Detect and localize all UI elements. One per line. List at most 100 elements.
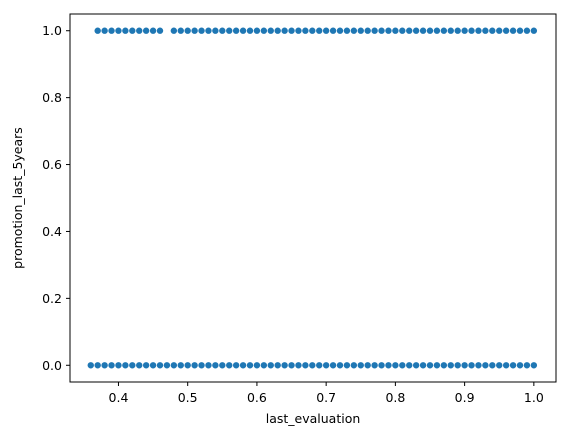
- scatter-point: [461, 27, 468, 34]
- scatter-point: [288, 362, 295, 369]
- scatter-point: [516, 362, 524, 369]
- scatter-point: [246, 27, 254, 34]
- scatter-point: [509, 27, 517, 34]
- scatter-point: [322, 27, 330, 34]
- x-tick-label: 0.4: [109, 390, 129, 405]
- scatter-point: [316, 362, 323, 369]
- scatter-point: [191, 27, 198, 34]
- y-tick-label: 0.0: [42, 358, 62, 373]
- scatter-point: [156, 362, 164, 369]
- axes-layer: 0.4 0.5 0.6 0.7 0.8 0.9 1.0 0.0 0.2 0.4 0.6 0.8 1.0: [42, 13, 557, 405]
- scatter-point: [454, 362, 461, 369]
- scatter-point: [108, 362, 115, 369]
- scatter-point: [122, 27, 129, 34]
- scatter-point: [371, 27, 378, 34]
- scatter-point: [253, 27, 261, 34]
- x-axis-label: last_evaluation: [266, 411, 361, 426]
- scatter-point: [385, 27, 392, 34]
- scatter-point: [357, 362, 364, 369]
- scatter-point: [336, 27, 344, 34]
- scatter-point: [212, 362, 219, 369]
- scatter-point: [281, 27, 288, 34]
- scatter-point: [170, 27, 178, 34]
- scatter-point: [433, 362, 441, 369]
- scatter-point: [482, 27, 489, 34]
- plot-frame: [69, 13, 557, 383]
- scatter-point: [226, 27, 233, 34]
- scatter-point: [87, 362, 94, 369]
- scatter-point: [219, 362, 226, 369]
- scatter-point: [302, 27, 309, 34]
- scatter-point: [163, 362, 171, 369]
- scatter-point: [364, 362, 371, 369]
- scatter-point: [260, 27, 268, 34]
- scatter-point: [378, 27, 385, 34]
- scatter-point: [412, 362, 420, 369]
- scatter-point: [94, 27, 101, 34]
- scatter-point: [502, 362, 510, 369]
- scatter-point: [322, 362, 330, 369]
- scatter-point: [274, 27, 281, 34]
- scatter-point: [101, 362, 108, 369]
- scatter-point: [295, 362, 302, 369]
- x-tick-label: 0.9: [455, 390, 475, 405]
- scatter-point: [101, 27, 108, 34]
- scatter-point: [184, 362, 191, 369]
- scatter-point: [371, 362, 378, 369]
- scatter-point: [468, 27, 475, 34]
- scatter-point: [454, 27, 461, 34]
- scatter-point: [232, 27, 240, 34]
- scatter-point: [198, 27, 205, 34]
- scatter-point: [129, 362, 136, 369]
- scatter-point: [226, 362, 233, 369]
- scatter-point: [136, 27, 143, 34]
- scatter-point: [246, 362, 254, 369]
- scatter-point: [385, 362, 392, 369]
- scatter-point: [530, 362, 538, 369]
- y-tick-label: 0.2: [42, 291, 62, 306]
- scatter-point: [399, 362, 406, 369]
- scatter-point: [357, 27, 364, 34]
- scatter-point: [115, 362, 122, 369]
- scatter-point: [142, 27, 150, 34]
- scatter-point: [482, 362, 489, 369]
- scatter-point: [184, 27, 191, 34]
- scatter-point: [309, 362, 316, 369]
- scatter-point: [426, 27, 434, 34]
- scatter-point: [115, 27, 122, 34]
- scatter-point: [406, 27, 413, 34]
- scatter-point: [191, 362, 198, 369]
- scatter-point: [392, 27, 399, 34]
- scatter-point: [149, 362, 157, 369]
- scatter-point: [475, 362, 482, 369]
- scatter-point: [253, 362, 261, 369]
- scatter-point: [350, 362, 358, 369]
- scatter-point: [281, 362, 288, 369]
- scatter-point: [426, 362, 434, 369]
- scatter-point: [364, 27, 371, 34]
- scatter-point: [406, 362, 413, 369]
- scatter-point: [329, 27, 337, 34]
- scatter-point: [94, 362, 101, 369]
- y-tick-label: 0.6: [42, 157, 62, 172]
- scatter-point: [170, 362, 178, 369]
- scatter-point: [336, 362, 344, 369]
- y-tick-label: 0.8: [42, 90, 62, 105]
- scatter-point: [516, 27, 524, 34]
- scatter-point: [496, 27, 503, 34]
- scatter-point: [447, 27, 454, 34]
- scatter-point: [399, 27, 406, 34]
- scatter-point: [496, 362, 503, 369]
- points-layer: [87, 27, 538, 369]
- scatter-point: [350, 27, 358, 34]
- scatter-point: [260, 362, 268, 369]
- scatter-point: [329, 362, 337, 369]
- scatter-point: [530, 27, 538, 34]
- scatter-point: [523, 362, 531, 369]
- scatter-point: [509, 362, 517, 369]
- scatter-point: [177, 362, 184, 369]
- scatter-point: [108, 27, 115, 34]
- scatter-point: [523, 27, 531, 34]
- scatter-point: [136, 362, 143, 369]
